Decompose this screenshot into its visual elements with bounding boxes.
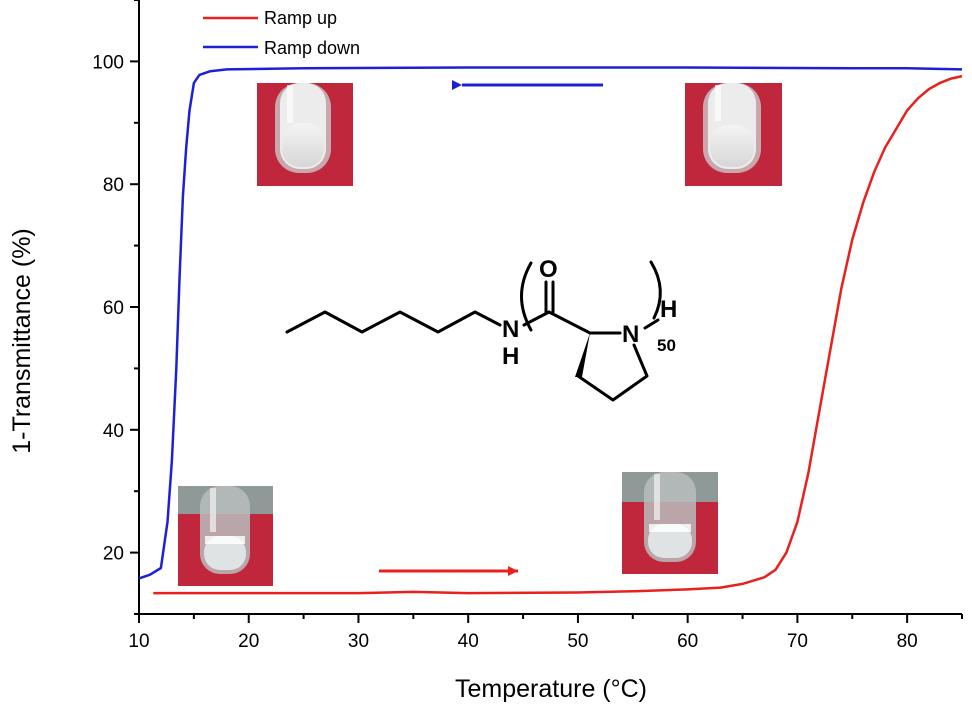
x-tick-label: 30 (348, 631, 369, 652)
carbonyl-oxygen-label: O (539, 256, 558, 283)
legend: Ramp up Ramp down (203, 8, 360, 58)
x-tick-label: 80 (897, 631, 918, 652)
y-tick-label: 40 (103, 421, 124, 442)
hexyl-chain (287, 312, 500, 332)
x-ticks: 10 20 30 40 50 60 70 80 (128, 614, 962, 652)
vial-photo-turbid-left (257, 83, 353, 186)
ring-to-h-bond (645, 320, 658, 328)
amide-hydrogen-label: H (502, 343, 519, 370)
vial-photo-turbid-right (685, 83, 782, 186)
x-tick-label: 50 (567, 631, 588, 652)
ring-nitrogen-label: N (622, 321, 639, 348)
y-tick-label: 80 (103, 175, 124, 196)
bracket-right (651, 262, 660, 318)
amide-nitrogen-label: N (502, 316, 519, 343)
end-hydrogen-label: H (660, 296, 677, 323)
x-tick-label: 40 (458, 631, 479, 652)
x-tick-label: 60 (677, 631, 698, 652)
bracket-left (522, 263, 532, 330)
carbonyl-to-alpha-bond (549, 312, 590, 333)
vial-photo-clear-left (178, 486, 273, 586)
repeat-subscript-label: 50 (657, 336, 676, 355)
chemical-structure (287, 262, 660, 400)
x-tick-label: 20 (238, 631, 259, 652)
x-axis-title: Temperature (°C) (455, 675, 647, 703)
legend-label-ramp-up: Ramp up (264, 8, 337, 28)
pyrrolidine-ring (578, 345, 647, 400)
vial-photo-clear-right (622, 472, 718, 574)
x-tick-label: 70 (787, 631, 808, 652)
legend-label-ramp-down: Ramp down (264, 38, 360, 58)
y-ticks: 20 40 60 80 100 (92, 0, 139, 614)
y-tick-label: 20 (103, 544, 124, 565)
y-tick-label: 100 (92, 52, 124, 73)
y-tick-label: 60 (103, 298, 124, 319)
y-axis-title: 1-Transmittance (%) (8, 228, 36, 454)
wedge-bond (575, 333, 590, 377)
x-tick-label: 10 (128, 631, 149, 652)
